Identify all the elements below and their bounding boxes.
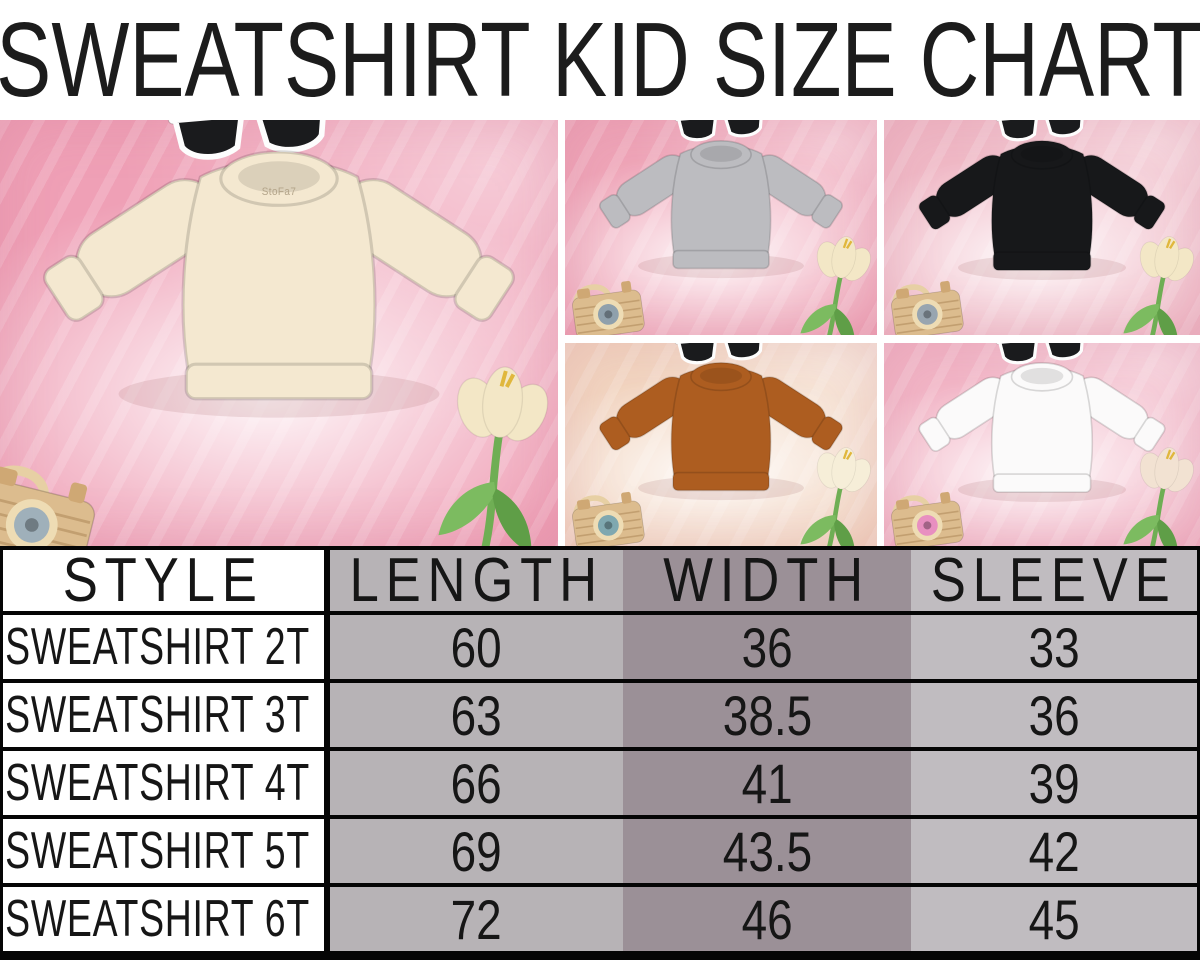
cell-width-2t: 36: [623, 615, 911, 679]
toy-camera-icon: [565, 475, 661, 546]
cell-sleeve-4t: 39: [911, 751, 1197, 815]
header-style: STYLE: [3, 550, 330, 611]
header-sleeve: SLEEVE: [911, 550, 1197, 611]
title-band: SWEATSHIRT KID SIZE CHART: [0, 0, 1200, 120]
header-width: WIDTH: [623, 550, 911, 611]
product-photo-cream: StoFa7: [0, 120, 558, 546]
cell-style-3t: SWEATSHIRT 3T: [3, 683, 330, 747]
cell-width-6t: 46: [623, 887, 911, 951]
product-photo-brown: [565, 343, 877, 546]
cell-style-4t: SWEATSHIRT 4T: [3, 751, 330, 815]
cell-style-6t: SWEATSHIRT 6T: [3, 887, 330, 951]
cell-length-3t: 63: [330, 683, 623, 747]
product-photo-black: [884, 120, 1200, 335]
cell-sleeve-2t: 33: [911, 615, 1197, 679]
cell-style-2t: SWEATSHIRT 2T: [3, 615, 330, 679]
size-table: STYLE LENGTH WIDTH SLEEVE SWEATSHIRT 2T …: [0, 546, 1200, 960]
cell-sleeve-3t: 36: [911, 683, 1197, 747]
toy-camera-icon: [884, 264, 980, 335]
cell-style-5t: SWEATSHIRT 5T: [3, 819, 330, 883]
cell-length-5t: 69: [330, 819, 623, 883]
cell-length-2t: 60: [330, 615, 623, 679]
toy-camera-icon: [565, 264, 661, 335]
cell-width-3t: 38.5: [623, 683, 911, 747]
page-title: SWEATSHIRT KID SIZE CHART: [0, 1, 1200, 119]
tulip-flower-icon: [424, 352, 558, 546]
product-photo-grid: StoFa7: [0, 120, 1200, 546]
cell-length-4t: 66: [330, 751, 623, 815]
product-photo-gray: [565, 120, 877, 335]
product-photo-white: [884, 343, 1200, 546]
cell-sleeve-5t: 42: [911, 819, 1197, 883]
cell-width-5t: 43.5: [623, 819, 911, 883]
toy-camera-icon: [884, 475, 980, 546]
header-length: LENGTH: [330, 550, 623, 611]
brand-tag-print: StoFa7: [261, 186, 297, 199]
cell-sleeve-6t: 45: [911, 887, 1197, 951]
cell-length-6t: 72: [330, 887, 623, 951]
toy-camera-icon: [0, 434, 131, 546]
cell-width-4t: 41: [623, 751, 911, 815]
